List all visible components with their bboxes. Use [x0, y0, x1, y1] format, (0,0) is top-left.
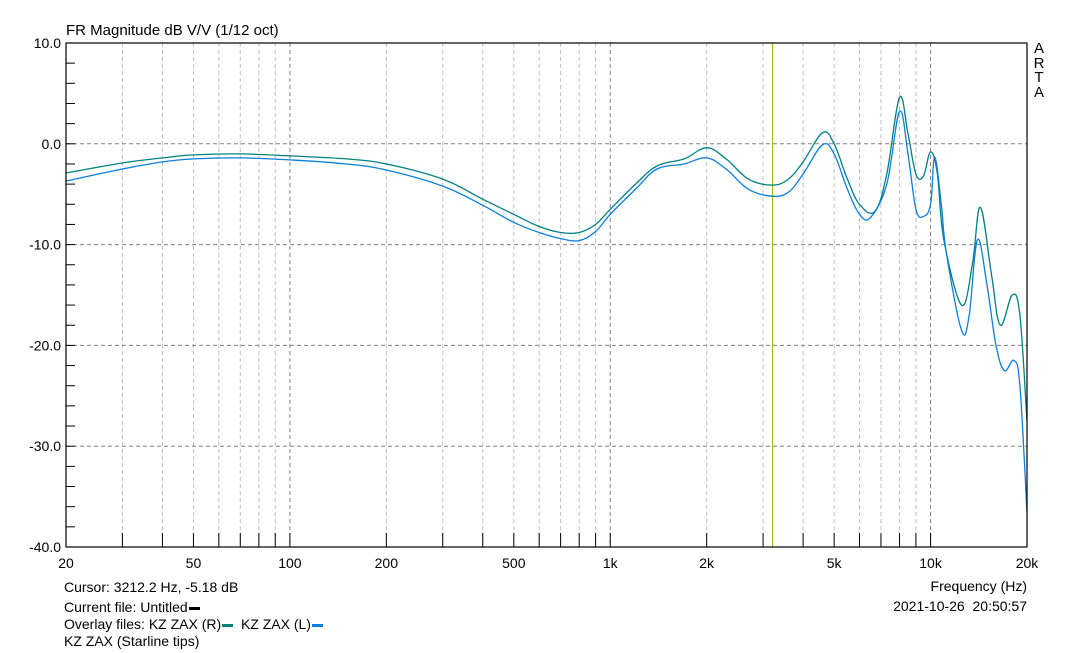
- overlay-file-r: KZ ZAX (R): [148, 616, 222, 632]
- overlay-files-label: Overlay files:: [64, 616, 145, 632]
- x-tick-label: 1k: [603, 555, 619, 571]
- watermark-letter: T: [1034, 69, 1044, 86]
- current-file-label: Current file: Untitled: [64, 599, 188, 615]
- cursor-readout: Cursor: 3212.2 Hz, -5.18 dB: [64, 579, 239, 595]
- y-tick-label: -10.0: [29, 237, 61, 253]
- x-tick-label: 20: [58, 555, 74, 571]
- y-tick-label: 10.0: [34, 35, 61, 51]
- overlay-swatch-l: [311, 623, 323, 627]
- curve-right: [65, 95, 1028, 422]
- watermark-letter: A: [1033, 40, 1044, 57]
- plot-frame: [65, 42, 1028, 548]
- response-curves: [65, 95, 1028, 512]
- arta-watermark: A R T A: [1032, 40, 1046, 101]
- y-tick-label: -30.0: [29, 438, 61, 454]
- overlay-files-line: Overlay files: KZ ZAX (R) KZ ZAX (L): [64, 616, 323, 632]
- x-tick-label: 10k: [919, 555, 943, 571]
- chart-grid: [66, 43, 1027, 547]
- axis-tick-labels: 20 50 100 200 500 1k 2k 5k 10k 20k 10.0 0.0 -10.0 -20…: [29, 35, 1039, 571]
- x-tick-label: 50: [186, 555, 202, 571]
- x-tick-label: 100: [278, 555, 302, 571]
- watermark-letter: A: [1033, 83, 1044, 101]
- chart-title: FR Magnitude dB V/V (1/12 oct): [66, 22, 279, 39]
- x-axis-label: Frequency (Hz): [930, 578, 1027, 594]
- x-tick-label: 20k: [1016, 555, 1040, 571]
- x-tick-label: 2k: [699, 555, 715, 571]
- timestamp: 2021-10-26 20:50:57: [893, 598, 1027, 614]
- current-file-swatch: [188, 606, 200, 610]
- y-tick-label: -20.0: [29, 337, 61, 353]
- current-file-line: Current file: Untitled: [64, 599, 200, 615]
- axis-ticks: [65, 42, 1028, 548]
- y-tick-label: -40.0: [29, 539, 61, 555]
- overlay-file-l: KZ ZAX (L): [240, 616, 311, 632]
- overlay-swatch-r: [222, 623, 234, 627]
- x-tick-label: 5k: [827, 555, 843, 571]
- x-tick-label: 500: [502, 555, 526, 571]
- overlay-extra: KZ ZAX (Starline tips): [64, 633, 200, 649]
- watermark-letter: R: [1033, 54, 1045, 72]
- y-tick-label: 0.0: [42, 136, 62, 152]
- curve-left: [65, 110, 1028, 512]
- x-tick-label: 200: [375, 555, 399, 571]
